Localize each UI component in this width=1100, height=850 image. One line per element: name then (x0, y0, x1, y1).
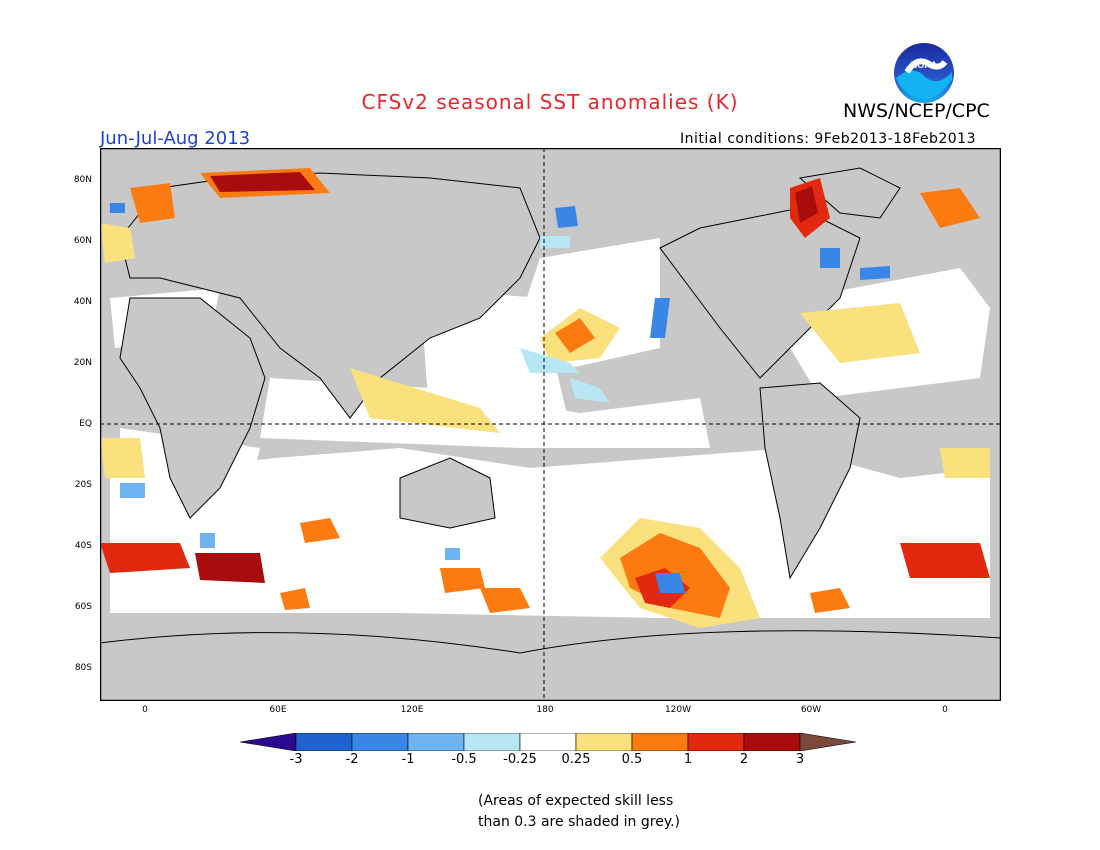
colorbar-label: 0.5 (621, 752, 643, 767)
lat-label-60n: 60N (73, 236, 92, 246)
colorbar-swatch (463, 733, 521, 751)
lon-label-0: 0 (142, 705, 148, 715)
lon-label-60w: 60W (800, 705, 822, 715)
colorbar-swatch (575, 733, 633, 751)
colorbar-arrow-max (799, 733, 857, 751)
colorbar-label: -1 (401, 752, 415, 767)
colorbar-swatch (743, 733, 801, 751)
lon-label-120w: 120W (664, 705, 692, 715)
colorbar-label: 2 (739, 752, 749, 767)
colorbar-label: 3 (795, 752, 805, 767)
colorbar-label: 1 (683, 752, 693, 767)
colorbar-label: -0.25 (503, 752, 537, 767)
lon-label-0-east: 0 (942, 705, 948, 715)
land-outlines (100, 167, 1001, 701)
map-title: CFSv2 seasonal SST anomalies (K) (361, 90, 739, 114)
lat-label-60s: 60S (74, 602, 92, 612)
logo-text: NOAA (911, 60, 938, 70)
lat-label-80s: 80S (74, 663, 92, 673)
lon-label-120e: 120E (400, 705, 424, 715)
colorbar-swatch (519, 733, 577, 751)
lat-label-eq: EQ (79, 419, 92, 429)
colorbar-label: 0.25 (561, 752, 591, 767)
lat-label-40s: 40S (74, 541, 92, 551)
agency-label: NWS/NCEP/CPC (843, 100, 990, 122)
colorbar-swatch (295, 733, 353, 751)
colorbar (240, 733, 857, 751)
skill-footnote: (Areas of expected skill less than 0.3 a… (478, 791, 680, 833)
initial-conditions-label: Initial conditions: 9Feb2013-18Feb2013 (680, 131, 976, 147)
footnote-line-1: (Areas of expected skill less (478, 793, 674, 809)
lat-label-20s: 20S (74, 480, 92, 490)
colorbar-label: -0.5 (451, 752, 477, 767)
map-frame (100, 148, 1001, 701)
noaa-logo: NOAA (894, 43, 954, 103)
colorbar-arrow-min (240, 733, 297, 751)
lon-label-180: 180 (536, 705, 554, 715)
colorbar-label: -3 (289, 752, 303, 767)
lon-label-60e: 60E (269, 705, 287, 715)
footnote-line-2: than 0.3 are shaded in grey.) (478, 814, 681, 830)
season-label: Jun-Jul-Aug 2013 (100, 128, 251, 149)
colorbar-swatch (631, 733, 689, 751)
colorbar-swatch (407, 733, 465, 751)
lat-label-20n: 20N (73, 358, 92, 368)
lat-label-80n: 80N (73, 175, 92, 185)
sst-anomaly-map (100, 148, 1001, 701)
colorbar-swatch (687, 733, 745, 751)
colorbar-label: -2 (345, 752, 359, 767)
cool-anomalies (110, 203, 890, 593)
lat-label-40n: 40N (73, 297, 92, 307)
colorbar-swatch (351, 733, 409, 751)
